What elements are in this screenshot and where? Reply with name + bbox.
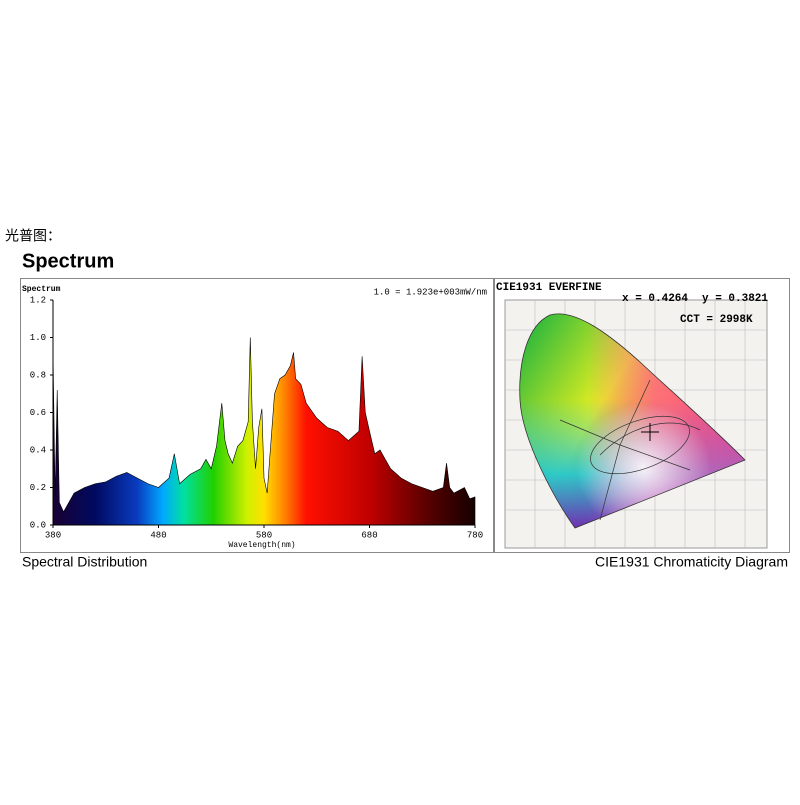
x-tick-label: 380 [45,530,61,540]
cie-diagram [504,299,768,549]
y-tick-label: 0.0 [30,520,46,530]
y-tick-label: 0.6 [30,408,46,418]
cie-y: y = 0.3821 [702,293,768,305]
spectrum-area [52,337,476,526]
y-tick-label: 0.8 [30,370,46,380]
x-tick-label: 780 [467,530,483,540]
cie-title: CIE1931 EVERFINE [496,282,602,294]
spectrum-title: Spectrum [22,285,61,294]
cie-cct: CCT = 2998K [680,314,753,326]
y-tick-label: 1.0 [30,333,46,343]
x-tick-label: 480 [150,530,166,540]
y-tick-label: 0.4 [30,445,46,455]
spectrum-frame [20,278,494,553]
cie-frame [494,278,790,553]
x-tick-label: 580 [256,530,272,540]
page-label: 光普图： [5,228,61,244]
cie-caption: CIE1931 Chromaticity Diagram [595,554,788,570]
x-tick-label: 680 [361,530,377,540]
cie-x: x = 0.4264 [622,293,688,305]
page-title: Spectrum [22,250,114,272]
y-tick-label: 0.2 [30,483,46,493]
y-tick-label: 1.2 [30,295,46,305]
spectrum-caption: Spectral Distribution [22,554,147,570]
x-axis-label: Wavelength(nm) [228,541,295,550]
spectrum-subtitle: 1.0 = 1.923e+003mW/nm [374,287,487,297]
